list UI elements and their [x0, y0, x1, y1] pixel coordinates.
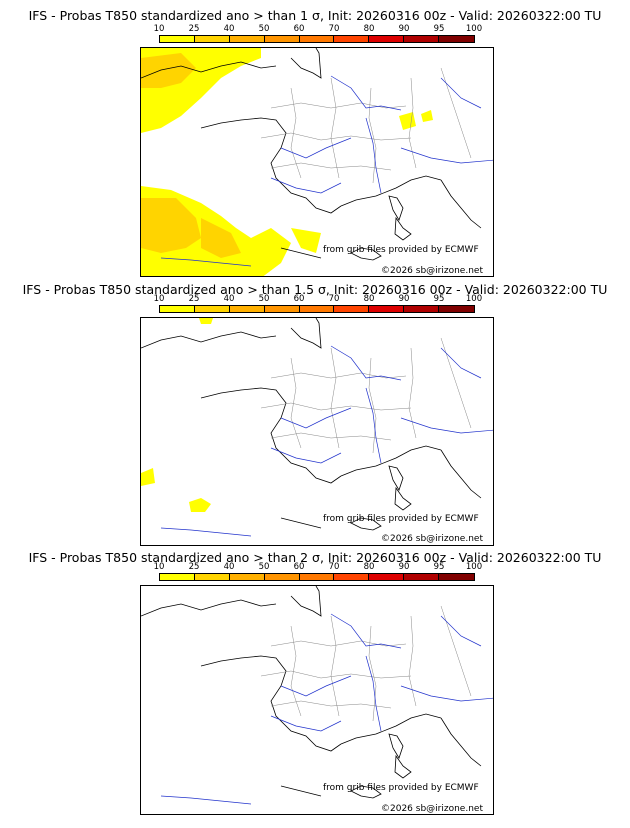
- cbar-tick: 70: [328, 24, 340, 34]
- cbar-tick: 60: [293, 24, 305, 34]
- cbar-tick: 100: [465, 294, 483, 304]
- cbar-tick: 100: [465, 562, 483, 572]
- admin-boundaries: [260, 337, 472, 454]
- cbar-tick: 25: [188, 562, 200, 572]
- cbar-tick: 80: [363, 562, 375, 572]
- colorbar-segment: [194, 36, 230, 42]
- colorbar-segment: [439, 574, 474, 580]
- cbar-tick: 95: [433, 24, 445, 34]
- admin-boundaries: [260, 67, 472, 184]
- panel-2-title: IFS - Probas T850 standardized ano > tha…: [22, 282, 608, 297]
- colorbar-segment: [439, 36, 474, 42]
- colorbar-segment: [160, 306, 195, 312]
- cbar-tick: 50: [258, 562, 270, 572]
- colorbar-segment: [194, 574, 230, 580]
- cbar-tick: 95: [433, 562, 445, 572]
- probability-area: [141, 48, 433, 276]
- panel-1-title: IFS - Probas T850 standardized ano > tha…: [28, 8, 602, 23]
- colorbar-segment: [229, 574, 265, 580]
- panel-1-colorbar: [159, 35, 475, 43]
- colorbar-segment: [404, 36, 439, 42]
- probability-area: [141, 318, 213, 512]
- panel-2-credit-copyright: ©2026 sb@irizone.net: [381, 534, 483, 544]
- colorbar-segment: [229, 306, 265, 312]
- cbar-tick: 10: [153, 562, 165, 572]
- panel-1-map: from grib files provided by ECMWF ©2026 …: [140, 47, 494, 277]
- cbar-tick: 50: [258, 24, 270, 34]
- colorbar-segment: [369, 574, 405, 580]
- colorbar-segment: [229, 36, 265, 42]
- coastline: [141, 318, 482, 531]
- rivers: [160, 613, 493, 805]
- colorbar-segment: [404, 306, 439, 312]
- rivers: [160, 75, 493, 267]
- colorbar-segment: [334, 36, 370, 42]
- panel-3-credit-source: from grib files provided by ECMWF: [323, 783, 479, 793]
- colorbar-segment: [299, 36, 335, 42]
- colorbar-segment: [264, 574, 300, 580]
- colorbar-segment: [334, 306, 370, 312]
- cbar-tick: 70: [328, 562, 340, 572]
- colorbar-segment: [299, 574, 335, 580]
- cbar-tick: 40: [223, 24, 235, 34]
- cbar-tick: 100: [465, 24, 483, 34]
- colorbar-segment: [439, 306, 474, 312]
- colorbar-segment: [404, 574, 439, 580]
- cbar-tick: 25: [188, 294, 200, 304]
- colorbar-segment: [299, 306, 335, 312]
- panel-2-credit-source: from grib files provided by ECMWF: [323, 514, 479, 524]
- panel-2-colorbar: [159, 305, 475, 313]
- colorbar-segment: [369, 306, 405, 312]
- colorbar-segment: [160, 36, 195, 42]
- cbar-tick: 40: [223, 294, 235, 304]
- admin-boundaries: [260, 605, 472, 722]
- cbar-tick: 40: [223, 562, 235, 572]
- cbar-tick: 90: [398, 294, 410, 304]
- colorbar-segment: [194, 306, 230, 312]
- cbar-tick: 90: [398, 562, 410, 572]
- cbar-tick: 95: [433, 294, 445, 304]
- cbar-tick: 70: [328, 294, 340, 304]
- cbar-tick: 10: [153, 24, 165, 34]
- cbar-tick: 80: [363, 294, 375, 304]
- cbar-tick: 25: [188, 24, 200, 34]
- cbar-tick: 90: [398, 24, 410, 34]
- coastline: [141, 48, 482, 261]
- colorbar-segment: [264, 306, 300, 312]
- cbar-tick: 10: [153, 294, 165, 304]
- colorbar-segment: [369, 36, 405, 42]
- rivers: [160, 345, 493, 537]
- panel-1-credit-copyright: ©2026 sb@irizone.net: [381, 266, 483, 276]
- cbar-tick: 50: [258, 294, 270, 304]
- cbar-tick: 60: [293, 294, 305, 304]
- panel-3-colorbar: [159, 573, 475, 581]
- coastline: [141, 586, 482, 799]
- cbar-tick: 80: [363, 24, 375, 34]
- panel-2-map: from grib files provided by ECMWF ©2026 …: [140, 317, 494, 546]
- colorbar-segment: [264, 36, 300, 42]
- panel-3-credit-copyright: ©2026 sb@irizone.net: [381, 804, 483, 814]
- panel-3-map: from grib files provided by ECMWF ©2026 …: [140, 585, 494, 815]
- panel-1-credit-source: from grib files provided by ECMWF: [323, 245, 479, 255]
- cbar-tick: 60: [293, 562, 305, 572]
- colorbar-segment: [160, 574, 195, 580]
- colorbar-segment: [334, 574, 370, 580]
- panel-3-title: IFS - Probas T850 standardized ano > tha…: [28, 550, 602, 565]
